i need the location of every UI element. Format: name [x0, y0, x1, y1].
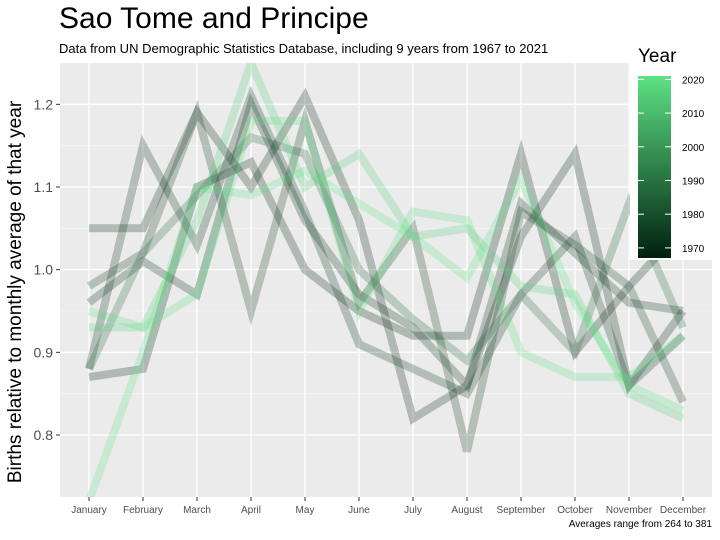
legend: Year 1970 1980 1990 2000 2010 2020 [630, 40, 720, 260]
x-tick-label: January [71, 505, 107, 516]
legend-tick-label: 1980 [682, 210, 705, 221]
series-line-1967 [88, 139, 686, 382]
x-tick-label: March [183, 505, 211, 516]
series-group [85, 63, 687, 497]
legend-tick-label: 2020 [682, 75, 705, 86]
x-tick-label: February [123, 505, 163, 516]
legend-tick-label: 1990 [682, 176, 705, 187]
legend-tick-label: 2010 [682, 109, 705, 120]
x-tick-label: December [660, 505, 707, 516]
x-tick-label: June [348, 505, 370, 516]
series-line-1975 [86, 99, 687, 453]
series-line-2021 [86, 165, 685, 497]
series-line-1971 [86, 92, 684, 394]
chart-caption: Averages range from 264 to 381 [568, 519, 712, 530]
x-tick-label: August [451, 505, 482, 516]
y-tick-label: 1.2 [34, 96, 54, 112]
plot-background [60, 63, 712, 497]
y-tick-label: 1.1 [34, 179, 54, 195]
x-tick-label: July [404, 505, 422, 516]
y-tick-label: 0.8 [34, 427, 54, 443]
legend-colorbar: 1970 1980 1990 2000 2010 2020 [638, 75, 705, 258]
legend-tick-label: 2000 [682, 143, 705, 154]
y-tick-label: 1.0 [34, 262, 54, 278]
series-line-1972 [85, 85, 686, 399]
series-line-1968 [89, 87, 687, 425]
y-tick-label: 0.9 [34, 344, 54, 360]
legend-colorbar-fill [638, 76, 671, 258]
series-line-1986 [85, 132, 687, 371]
series-line-2016 [89, 63, 685, 423]
legend-title: Year [638, 46, 677, 67]
x-tick-label: October [557, 505, 593, 516]
x-tick-label: May [296, 505, 315, 516]
legend-tick-label: 1970 [682, 244, 705, 255]
x-tick-label: November [606, 505, 653, 516]
x-tick-label: September [497, 505, 547, 516]
series-line-2019 [87, 116, 686, 382]
chart-subtitle: Data from UN Demographic Statistics Data… [59, 41, 549, 56]
chart-title: Sao Tome and Principe [59, 2, 369, 35]
x-tick-label: April [241, 505, 261, 516]
